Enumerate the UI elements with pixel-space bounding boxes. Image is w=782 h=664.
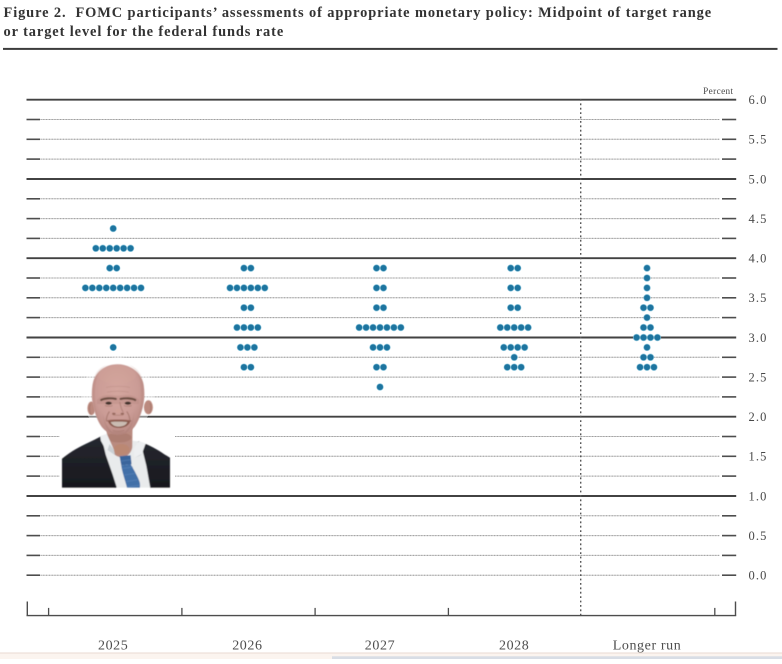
svg-text:2026: 2026 [232,639,262,654]
svg-text:4.5: 4.5 [749,212,768,226]
svg-text:1.0: 1.0 [749,489,768,503]
svg-text:2025: 2025 [98,639,128,654]
svg-text:Percent: Percent [703,86,733,96]
svg-text:5.0: 5.0 [749,172,768,186]
svg-text:1.5: 1.5 [749,450,768,464]
svg-text:3.5: 3.5 [749,291,768,305]
svg-text:3.0: 3.0 [749,331,768,345]
svg-text:5.5: 5.5 [749,133,768,147]
svg-text:0.0: 0.0 [749,569,768,583]
svg-text:Longer run: Longer run [613,639,682,654]
svg-text:or target level for the federa: or target level for the federal funds ra… [4,24,285,40]
svg-text:2028: 2028 [499,639,529,654]
svg-text:4.0: 4.0 [749,252,768,266]
svg-text:Figure 2. FOMC participants’: Figure 2. FOMC participants’ assessments… [4,5,713,21]
svg-text:2.0: 2.0 [749,410,768,424]
svg-text:6.0: 6.0 [749,93,768,107]
svg-text:0.5: 0.5 [749,529,768,543]
svg-text:2027: 2027 [365,639,395,654]
svg-text:2.5: 2.5 [749,370,768,384]
